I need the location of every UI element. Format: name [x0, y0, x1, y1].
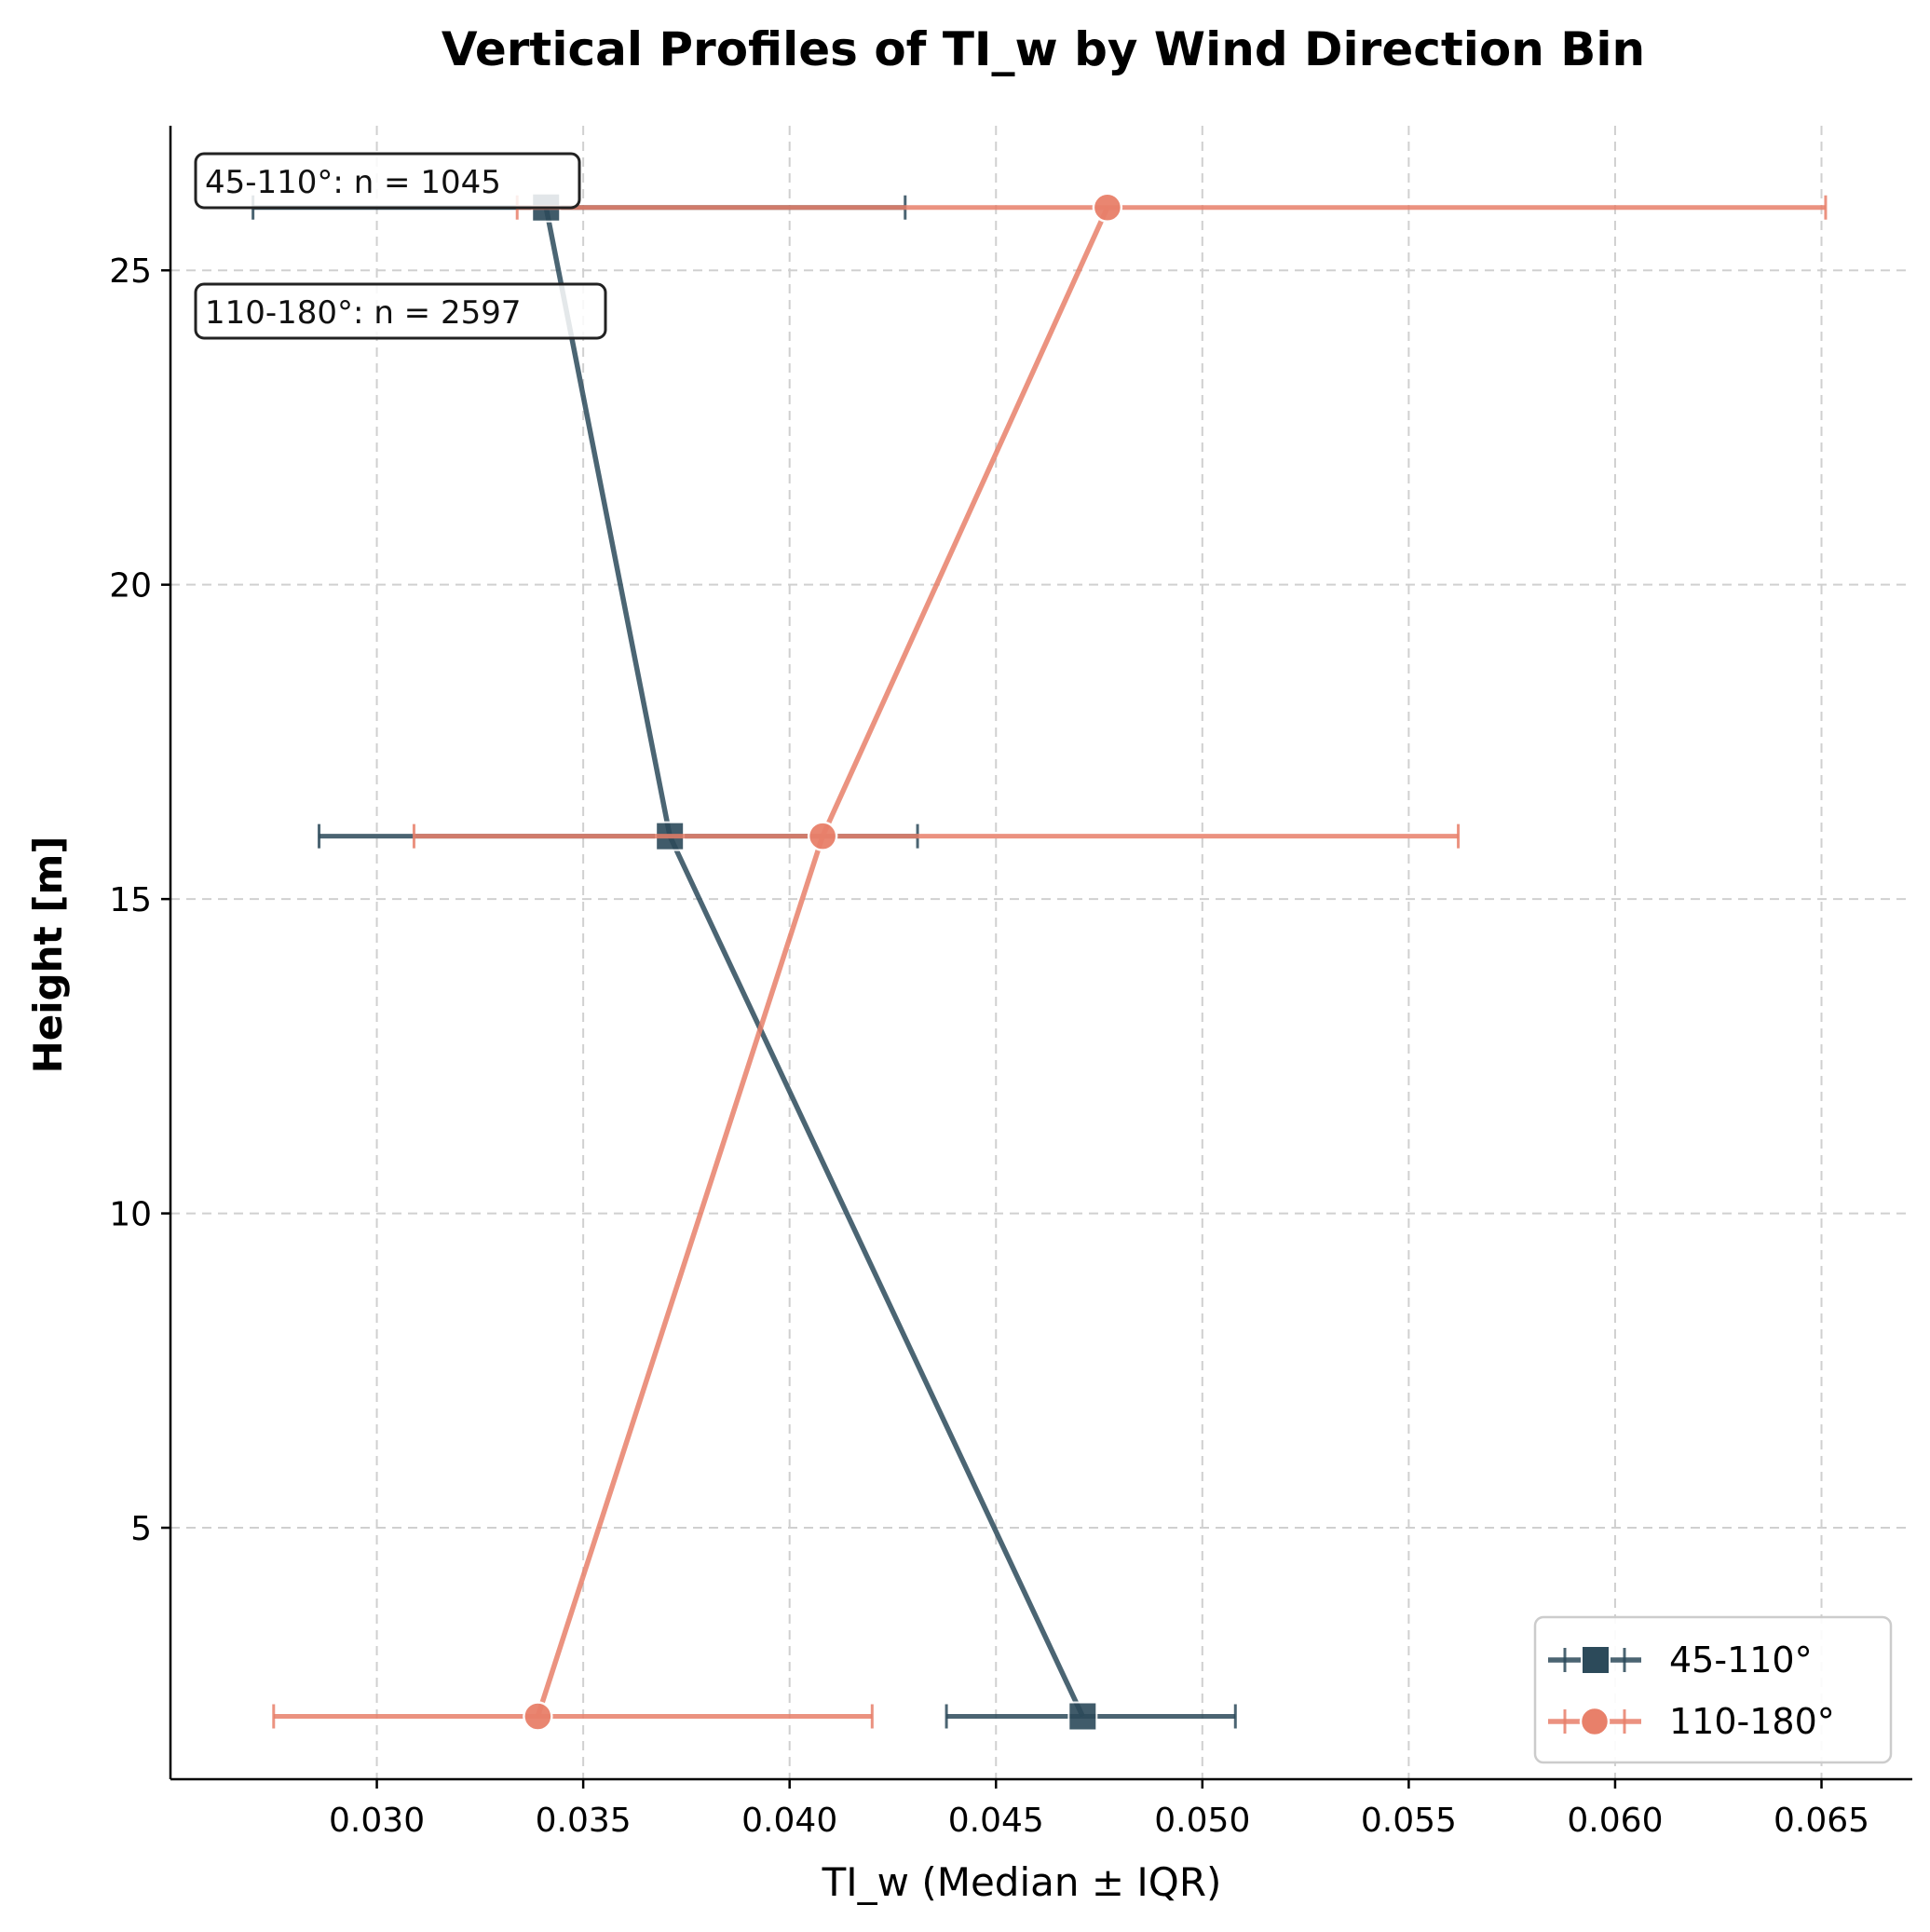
data-point-marker — [1092, 192, 1123, 223]
data-point-marker — [523, 1701, 553, 1732]
legend-item[interactable]: 45-110° — [1548, 1639, 1813, 1680]
axes — [169, 126, 1912, 1781]
x-tick-label: 0.060 — [1567, 1802, 1663, 1840]
grid-lines — [170, 126, 1912, 1779]
annotation-box — [194, 282, 607, 340]
tick-labels: 0.030 0.035 0.040 0.045 0.050 0.055 0.060 0.065… — [109, 252, 1869, 1840]
y-axis-label: Height [m] — [25, 837, 71, 1074]
x-tick-label: 0.055 — [1361, 1802, 1457, 1840]
annotation-box — [194, 152, 581, 210]
legend[interactable]: 45-110° 110-180° — [1533, 1615, 1893, 1764]
x-tick-label: 0.030 — [329, 1802, 425, 1840]
legend-marker — [1579, 1706, 1611, 1737]
y-tick-label: 10 — [109, 1196, 152, 1234]
y-tick-label: 15 — [109, 881, 152, 919]
annotation-text: 45-110°: n = 1045 — [205, 164, 501, 201]
y-tick-label: 20 — [109, 567, 152, 605]
x-tick-label: 0.045 — [948, 1802, 1044, 1840]
chart-title: Vertical Profiles of TI_w by Wind Direct… — [442, 22, 1645, 76]
annotation-text: 110-180°: n = 2597 — [205, 294, 522, 332]
data-point-marker — [807, 821, 838, 851]
sample-size-annotations: 45-110°: n = 1045 110-180°: n = 2597 — [194, 152, 607, 340]
legend-marker — [1581, 1645, 1611, 1675]
legend-label: 45-110° — [1669, 1639, 1813, 1680]
x-tick-label: 0.040 — [741, 1802, 837, 1840]
series-b — [272, 192, 1828, 1732]
x-axis-label: TI_w (Median ± IQR) — [822, 1859, 1222, 1905]
x-tick-label: 0.065 — [1774, 1802, 1869, 1840]
plot-series — [251, 192, 1828, 1732]
data-point-marker — [1067, 1701, 1098, 1732]
x-tick-label: 0.035 — [536, 1802, 632, 1840]
y-tick-label: 25 — [109, 252, 152, 291]
y-tick-label: 5 — [130, 1510, 152, 1548]
legend-label: 110-180° — [1669, 1701, 1835, 1742]
x-tick-label: 0.050 — [1154, 1802, 1250, 1840]
legend-item[interactable]: 110-180° — [1548, 1701, 1835, 1742]
